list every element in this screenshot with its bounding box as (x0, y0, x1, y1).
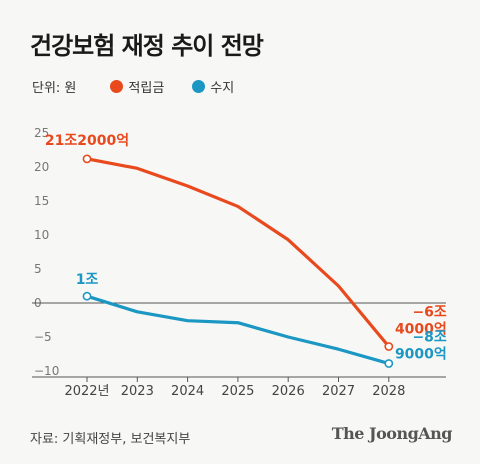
y-tick-label: −5 (34, 330, 52, 344)
series-line-balance (85, 294, 391, 366)
data-label: 9000억 (395, 347, 447, 363)
x-tick-label: 2028 (372, 384, 405, 399)
legend-swatch-balance (192, 79, 206, 93)
x-tick-label: 2024 (171, 384, 204, 399)
brand-logo: The JoongAng (331, 424, 453, 443)
data-point-marker (82, 291, 92, 301)
legend-label-balance: 수지 (210, 80, 235, 96)
data-label: 4000억 (395, 322, 447, 338)
y-tick-label: −10 (34, 364, 59, 378)
unit-label: 단위: 원 (32, 80, 77, 96)
data-label: −6조 (412, 305, 446, 321)
y-tick-label: 15 (34, 194, 49, 208)
x-tick-label: 2023 (121, 384, 154, 399)
y-tick-label: 25 (34, 126, 49, 140)
source-note: 자료: 기획재정부, 보건복지부 (30, 432, 191, 447)
x-tick-label: 2022년 (64, 384, 109, 399)
x-tick-label: 2025 (221, 384, 254, 399)
series-line-reserve (85, 157, 391, 349)
x-tick-label: 2027 (322, 384, 355, 399)
y-tick-label: 20 (34, 160, 49, 174)
data-label: −8조 (412, 330, 446, 346)
data-point-marker (384, 342, 394, 351)
data-label: 1조 (76, 272, 99, 288)
legend: 단위: 원 적립금 수지 (32, 77, 262, 96)
legend-label-reserve: 적립금 (128, 80, 165, 96)
y-tick-label: 10 (34, 228, 49, 242)
legend-swatch-reserve (110, 79, 124, 93)
legend-item-reserve: 적립금 (110, 77, 164, 96)
chart-title: 건강보험 재정 추이 전망 (30, 32, 264, 60)
data-point-marker (384, 359, 394, 368)
data-point-marker (82, 154, 92, 164)
legend-item-balance: 수지 (192, 77, 234, 96)
x-tick-label: 2026 (272, 384, 305, 399)
y-tick-label: 5 (34, 262, 42, 276)
data-label: 21조2000억 (45, 133, 129, 149)
